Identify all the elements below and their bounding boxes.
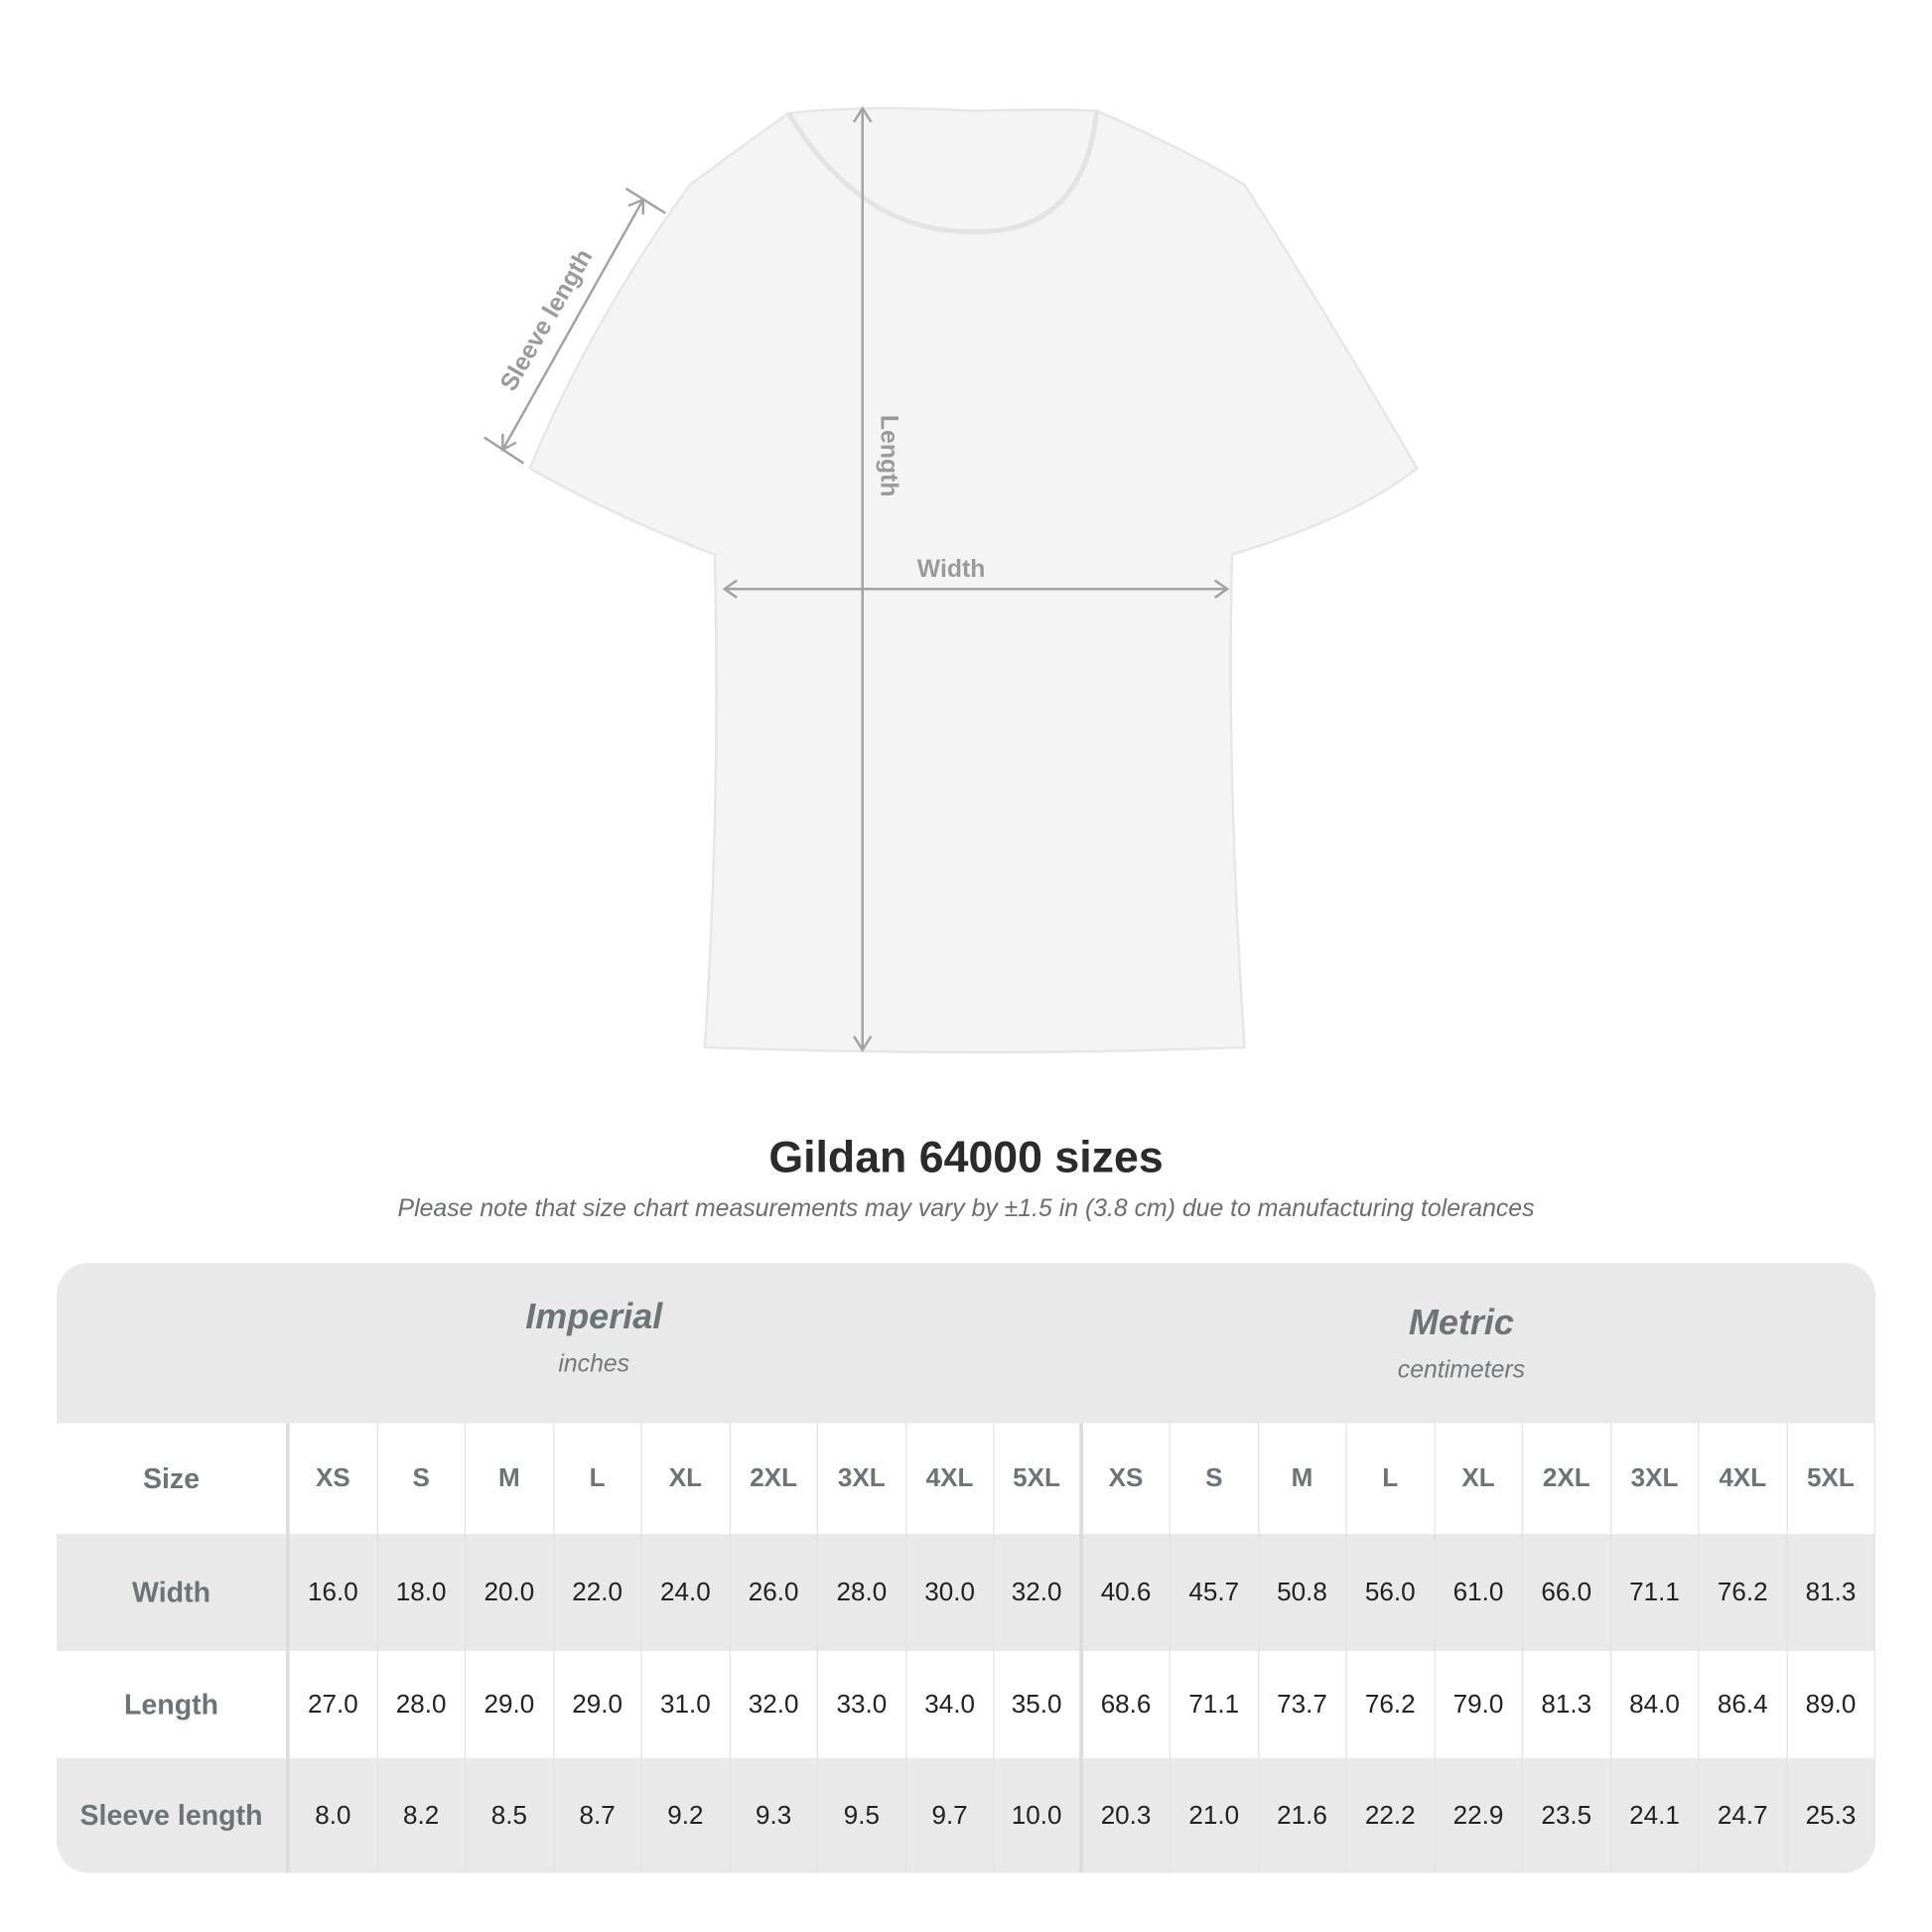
- table-cell: 18.0: [377, 1534, 467, 1652]
- size-table: Imperial inches Metric centimeters Size X…: [57, 1263, 1875, 1873]
- tshirt-image: [528, 106, 1419, 1054]
- table-cell: 9.2: [642, 1758, 731, 1873]
- table-cell: 20.3: [1082, 1758, 1172, 1873]
- table-cell: 28.0: [377, 1651, 467, 1759]
- table-cell: 8.0: [290, 1758, 378, 1873]
- table-cell: 68.6: [1082, 1651, 1172, 1759]
- size-header-cell: XS: [290, 1423, 378, 1535]
- row-header: Width: [57, 1534, 290, 1652]
- table-cell: 30.0: [906, 1534, 995, 1652]
- table-cell: 66.0: [1523, 1534, 1611, 1652]
- table-cell: 84.0: [1611, 1651, 1700, 1759]
- imperial-unit: inches: [558, 1350, 630, 1378]
- table-cell: 24.7: [1699, 1758, 1788, 1873]
- table-cell: 79.0: [1435, 1651, 1523, 1759]
- table-cell: 28.0: [818, 1534, 906, 1652]
- chart-subtitle: Please note that size chart measurements…: [397, 1194, 1535, 1223]
- table-cell: 26.0: [730, 1534, 819, 1652]
- size-header-cell: 4XL: [906, 1423, 995, 1535]
- table-cell: 76.2: [1699, 1534, 1788, 1652]
- size-header-cell: M: [466, 1423, 554, 1535]
- table-cell: 86.4: [1699, 1651, 1788, 1759]
- table-cell: 8.2: [377, 1758, 467, 1873]
- table-cell: 24.1: [1611, 1758, 1700, 1873]
- table-cell: 21.6: [1259, 1758, 1347, 1873]
- size-header-cell: 3XL: [818, 1423, 906, 1535]
- table-cell: 9.7: [906, 1758, 995, 1873]
- size-header-cell: L: [1347, 1423, 1436, 1535]
- size-header-cell: XL: [1435, 1423, 1523, 1535]
- row-header: Size: [57, 1423, 290, 1535]
- table-cell: 16.0: [290, 1534, 378, 1652]
- table-cell: 27.0: [290, 1651, 378, 1759]
- table-cell: 71.1: [1611, 1534, 1700, 1652]
- table-cell: 8.5: [466, 1758, 554, 1873]
- table-cell: 73.7: [1259, 1651, 1347, 1759]
- table-cell: 29.0: [554, 1651, 642, 1759]
- table-cell: 24.0: [642, 1534, 731, 1652]
- width-row: Width 16.0 18.0 20.0 22.0 24.0 26.0 28.0 30.0 32.…: [57, 1534, 1875, 1652]
- size-header-cell: S: [1171, 1423, 1259, 1535]
- table-cell: 89.0: [1787, 1651, 1875, 1759]
- unit-header: Imperial inches Metric centimeters: [57, 1263, 1875, 1424]
- table-cell: 56.0: [1347, 1534, 1436, 1652]
- table-cell: 50.8: [1259, 1534, 1347, 1652]
- table-cell: 8.7: [554, 1758, 642, 1873]
- sleeve-length-row: Sleeve length 8.0 8.2 8.5 8.7 9.2 9.3 9.5 9.7 10.…: [57, 1758, 1875, 1873]
- size-row: Size XS S M L XL 2XL 3XL 4XL 5XL XS S M L XL 2XL 3XL 4XL 5…: [57, 1423, 1875, 1535]
- size-header-cell: L: [554, 1423, 642, 1535]
- table-cell: 22.2: [1347, 1758, 1436, 1873]
- table-cell: 61.0: [1435, 1534, 1523, 1652]
- imperial-header: Imperial inches: [347, 1298, 840, 1379]
- size-header-cell: 3XL: [1611, 1423, 1700, 1535]
- width-label: Width: [917, 556, 986, 583]
- table-cell: 32.0: [730, 1651, 819, 1759]
- metric-unit: centimeters: [1397, 1356, 1526, 1384]
- table-cell: 20.0: [466, 1534, 554, 1652]
- size-header-cell: 2XL: [730, 1423, 819, 1535]
- table-cell: 45.7: [1171, 1534, 1259, 1652]
- table-cell: 22.9: [1435, 1758, 1523, 1873]
- size-header-cell: S: [377, 1423, 467, 1535]
- table-cell: 9.3: [730, 1758, 819, 1873]
- table-cell: 76.2: [1347, 1651, 1436, 1759]
- size-header-cell: 4XL: [1699, 1423, 1788, 1535]
- metric-title: Metric: [1408, 1304, 1514, 1343]
- imperial-title: Imperial: [525, 1297, 663, 1337]
- table-cell: 33.0: [818, 1651, 906, 1759]
- length-label: Length: [875, 415, 901, 497]
- table-cell: 22.0: [554, 1534, 642, 1652]
- table-cell: 35.0: [995, 1651, 1083, 1759]
- row-header: Sleeve length: [57, 1758, 290, 1873]
- table-cell: 32.0: [995, 1534, 1083, 1652]
- tshirt-diagram: Width Length Sleeve length: [483, 105, 1419, 1054]
- size-header-cell: M: [1259, 1423, 1347, 1535]
- size-header-cell: XL: [642, 1423, 731, 1535]
- chart-title: Gildan 64000 sizes: [768, 1131, 1164, 1182]
- size-header-cell: 2XL: [1523, 1423, 1611, 1535]
- table-cell: 34.0: [906, 1651, 995, 1759]
- table-cell: 23.5: [1523, 1758, 1611, 1873]
- length-row: Length 27.0 28.0 29.0 29.0 31.0 32.0 33.0 34.0 35…: [57, 1651, 1875, 1759]
- table-cell: 25.3: [1787, 1758, 1875, 1873]
- table-cell: 40.6: [1082, 1534, 1172, 1652]
- row-header: Length: [57, 1651, 290, 1759]
- table-cell: 31.0: [642, 1651, 731, 1759]
- size-header-cell: 5XL: [1787, 1423, 1875, 1535]
- metric-header: Metric centimeters: [1215, 1304, 1708, 1385]
- table-cell: 9.5: [818, 1758, 906, 1873]
- table-cell: 10.0: [995, 1758, 1083, 1873]
- table-cell: 81.3: [1787, 1534, 1875, 1652]
- table-cell: 81.3: [1523, 1651, 1611, 1759]
- size-header-cell: XS: [1082, 1423, 1172, 1535]
- table-cell: 71.1: [1171, 1651, 1259, 1759]
- table-cell: 21.0: [1171, 1758, 1259, 1873]
- table-cell: 29.0: [466, 1651, 554, 1759]
- size-header-cell: 5XL: [995, 1423, 1083, 1535]
